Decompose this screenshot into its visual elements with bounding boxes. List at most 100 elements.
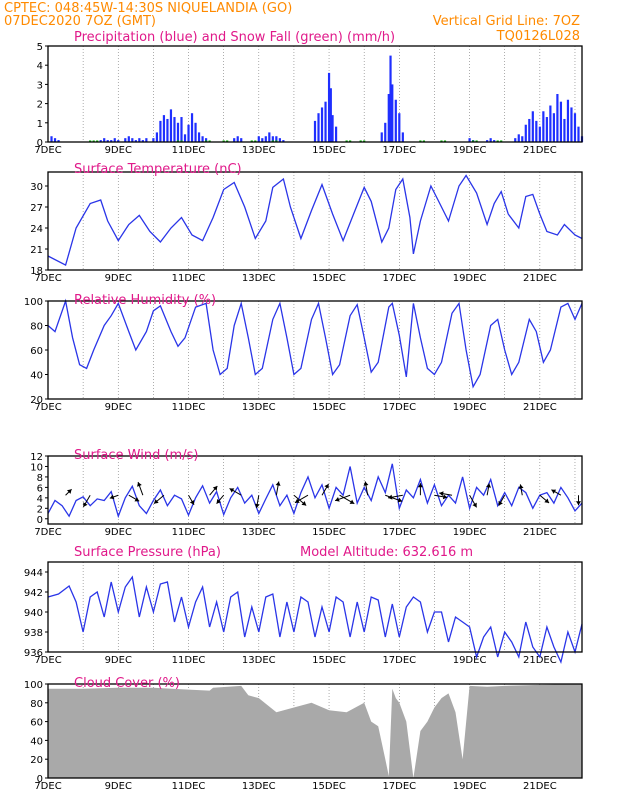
wind-arrow-head bbox=[134, 497, 140, 502]
precipitation-bar bbox=[159, 120, 162, 142]
precipitation-bar bbox=[475, 140, 478, 142]
precipitation-bar bbox=[194, 122, 197, 142]
wind-arrow-head bbox=[229, 488, 235, 493]
humidity-x-tick-label: 19DEC bbox=[453, 402, 487, 413]
precipitation-bar bbox=[577, 126, 580, 142]
humidity-line bbox=[47, 298, 583, 389]
cloud-y-tick-label: 60 bbox=[30, 718, 43, 729]
pressure-y-tick-label: 944 bbox=[24, 568, 43, 579]
precipitation-bar bbox=[173, 117, 176, 142]
header-grid-note: Vertical Grid Line: 7OZ bbox=[433, 14, 580, 29]
precipitation-bar bbox=[528, 118, 531, 142]
precipitation-bar bbox=[468, 138, 471, 142]
temperature-y-tick-label: 18 bbox=[30, 266, 43, 277]
precipitation-bar bbox=[563, 118, 566, 142]
temperature-frame bbox=[47, 171, 583, 271]
precipitation-bar bbox=[275, 140, 278, 142]
cloud-frame bbox=[47, 683, 583, 779]
wind-arrow-head bbox=[216, 498, 222, 504]
precipitation-bar bbox=[278, 138, 281, 142]
precipitation-bar bbox=[250, 140, 253, 142]
precipitation-bar bbox=[92, 140, 95, 142]
precipitation-bar bbox=[391, 84, 394, 142]
pressure-panel: 936 938 940 942 944 7DEC 9DEC 11DEC 13DEC 15DEC 17… bbox=[24, 545, 583, 666]
wind-arrow-head bbox=[335, 496, 340, 502]
precipitation-y-tick-label: 0 bbox=[37, 138, 43, 149]
precipitation-x-tick-label: 21DEC bbox=[523, 145, 557, 156]
humidity-y-tick-label: 80 bbox=[30, 322, 43, 333]
wind-arrow-head bbox=[388, 494, 393, 500]
precipitation-bar bbox=[208, 140, 211, 142]
temperature-y-tick-label: 27 bbox=[30, 203, 43, 214]
pressure-x-tick-label: 15DEC bbox=[312, 655, 346, 666]
precipitation-bar bbox=[96, 140, 99, 142]
cloud-y-tick-label: 100 bbox=[24, 680, 43, 691]
precipitation-bar bbox=[535, 120, 538, 142]
wind-arrow-head bbox=[349, 499, 355, 504]
header-model-code: TQ0126L028 bbox=[496, 29, 580, 44]
precipitation-bar bbox=[345, 140, 348, 142]
wind-arrow-head bbox=[544, 498, 550, 503]
humidity-y-tick-label: 20 bbox=[30, 395, 43, 406]
precipitation-x-tick-label: 17DEC bbox=[382, 145, 416, 156]
precipitation-bar bbox=[500, 140, 503, 142]
wind-frame bbox=[47, 455, 583, 525]
precipitation-bar bbox=[103, 138, 106, 142]
wind-arrow-head bbox=[189, 500, 195, 505]
precipitation-bar bbox=[176, 122, 180, 142]
precipitation-bar bbox=[384, 122, 387, 142]
precipitation-panel: 0 1 2 3 4 5 7DEC 9DEC 11DEC 13DEC 15DEC 17DEC 19DEC 2… bbox=[34, 30, 584, 156]
pressure-y-tick-label: 940 bbox=[24, 608, 43, 619]
precipitation-bar bbox=[531, 111, 534, 142]
wind-arrow-head bbox=[363, 481, 369, 486]
precipitation-y-tick-label: 3 bbox=[37, 80, 43, 91]
cloud-x-tick-label: 17DEC bbox=[382, 781, 416, 792]
precipitation-bar bbox=[233, 138, 236, 142]
temperature-y-tick-label: 30 bbox=[30, 182, 43, 193]
precipitation-bar bbox=[271, 140, 274, 142]
precipitation-bar bbox=[204, 140, 208, 142]
wind-y-tick-label: 2 bbox=[37, 504, 43, 515]
temperature-y-tick-label: 21 bbox=[30, 245, 43, 256]
precipitation-bar bbox=[257, 136, 260, 142]
wind-x-tick-label: 13DEC bbox=[242, 527, 276, 538]
wind-arrow-head bbox=[153, 499, 159, 504]
pressure-y-tick-label: 936 bbox=[24, 648, 43, 659]
precipitation-bar bbox=[552, 113, 555, 142]
cloud-area bbox=[48, 684, 582, 778]
precipitation-bar bbox=[419, 140, 422, 142]
wind-arrow-head bbox=[472, 502, 477, 508]
wind-arrow-head bbox=[254, 503, 260, 509]
precipitation-bar bbox=[324, 101, 327, 142]
precipitation-x-tick-label: 19DEC bbox=[453, 145, 487, 156]
humidity-x-tick-label: 11DEC bbox=[172, 402, 206, 413]
precipitation-bar bbox=[422, 140, 426, 142]
wind-arrow-head bbox=[442, 494, 448, 500]
pressure-x-tick-label: 11DEC bbox=[172, 655, 206, 666]
precipitation-x-tick-label: 13DEC bbox=[242, 145, 276, 156]
precipitation-bar bbox=[222, 140, 225, 142]
wind-y-tick-label: 6 bbox=[37, 483, 43, 494]
cloud-x-tick-label: 13DEC bbox=[242, 781, 276, 792]
precipitation-bar bbox=[261, 138, 264, 142]
cloud-title: Cloud Cover (%) bbox=[74, 676, 180, 691]
precipitation-bar bbox=[197, 132, 201, 142]
temperature-y-tick-label: 24 bbox=[30, 224, 43, 235]
wind-arrow-head bbox=[551, 489, 557, 494]
wind-arrow-head bbox=[417, 483, 423, 488]
precipitation-bar bbox=[57, 140, 60, 142]
wind-arrow-head bbox=[109, 494, 115, 500]
wind-y-tick-label: 8 bbox=[37, 473, 43, 484]
cloud-panel: 0 20 40 60 80 100 7DEC 9DEC 11DEC 13DEC 15DEC 17DEC… bbox=[24, 676, 583, 792]
precipitation-bar bbox=[401, 132, 404, 142]
wind-y-tick-label: 4 bbox=[37, 494, 43, 505]
pressure-y-tick-label: 942 bbox=[24, 588, 43, 599]
precipitation-bar bbox=[327, 72, 331, 142]
humidity-y-tick-label: 60 bbox=[30, 346, 43, 357]
precipitation-bar bbox=[226, 140, 229, 142]
pressure-x-tick-label: 7DEC bbox=[34, 655, 61, 666]
precipitation-bar bbox=[566, 99, 570, 142]
precipitation-bar bbox=[124, 138, 127, 142]
wind-line bbox=[47, 463, 583, 519]
precipitation-y-tick-label: 2 bbox=[37, 100, 43, 111]
